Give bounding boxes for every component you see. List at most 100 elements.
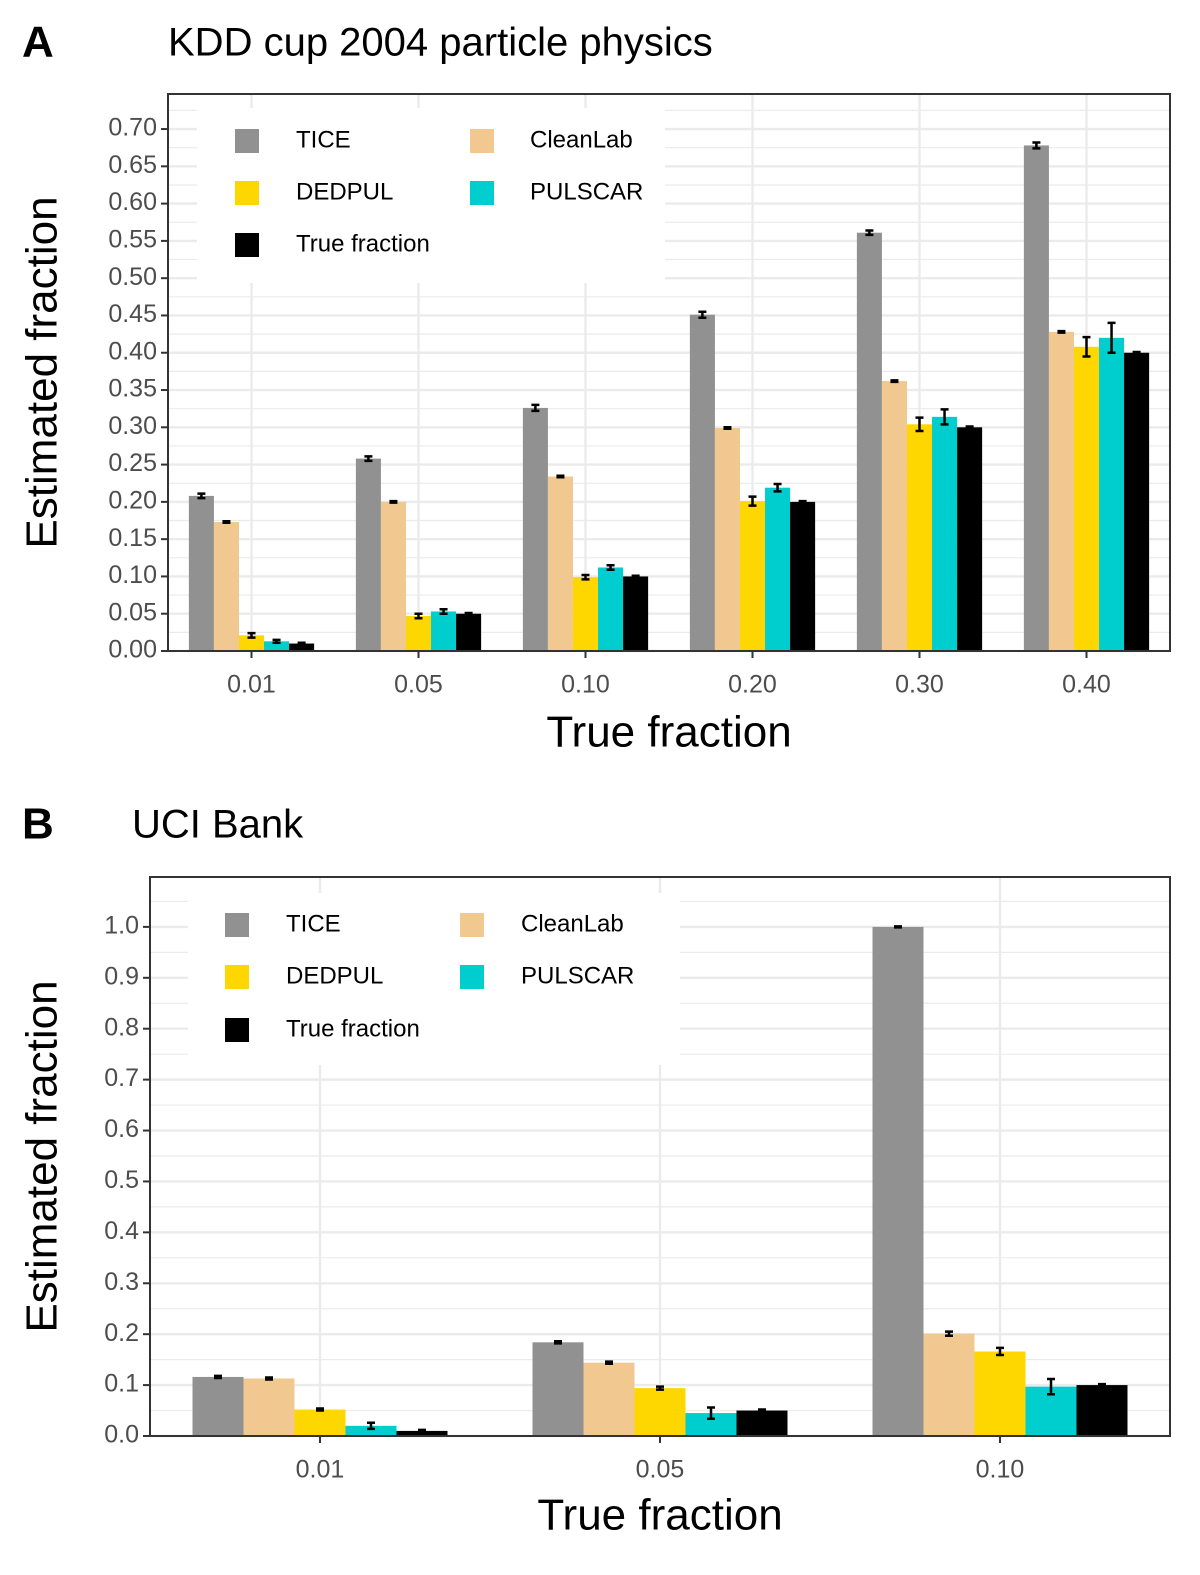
legend-swatch (460, 965, 484, 989)
error-bar (316, 1407, 324, 1412)
error-bar (464, 611, 473, 616)
legend-label: True fraction (296, 230, 430, 257)
y-axis-title: Estimated fraction (18, 196, 67, 548)
error-bar (773, 482, 782, 493)
error-bar (606, 564, 615, 571)
x-axis-title: True fraction (537, 1491, 782, 1540)
y-tick-label: 0.35 (108, 375, 157, 403)
error-bar (297, 641, 306, 646)
y-tick-label: 0.3 (104, 1268, 139, 1296)
x-tick-label: 0.10 (976, 1456, 1025, 1484)
bar (583, 1362, 635, 1436)
bar (1048, 331, 1074, 651)
error-bar (581, 573, 590, 581)
panel-label: B (22, 800, 54, 849)
bar (689, 314, 715, 651)
x-axis-title: True fraction (546, 708, 791, 757)
error-bar (197, 492, 206, 500)
bar (906, 424, 933, 651)
bar (736, 1410, 788, 1436)
x-tick-label: 0.01 (296, 1456, 345, 1484)
x-tick-label: 0.05 (636, 1456, 685, 1484)
bar (1099, 337, 1125, 651)
bar (355, 458, 381, 651)
y-tick-label: 0.05 (108, 598, 157, 626)
error-bar (1047, 1377, 1055, 1396)
bar (739, 501, 766, 651)
legend-background (188, 893, 680, 1065)
legend-label: PULSCAR (530, 178, 643, 205)
legend-label: TICE (286, 910, 341, 937)
y-tick-label: 0.4 (104, 1217, 139, 1245)
y-tick-label: 0.9 (104, 962, 139, 990)
bar (1076, 1385, 1128, 1436)
bar (923, 1333, 975, 1436)
bar (396, 1430, 448, 1436)
error-bar (1057, 329, 1066, 334)
y-tick-label: 0.30 (108, 412, 157, 440)
bar (380, 501, 406, 651)
y-tick-label: 1.0 (104, 912, 139, 940)
legend-label: DEDPUL (296, 178, 393, 205)
bar (405, 615, 432, 651)
bar (188, 495, 214, 651)
bar (1124, 352, 1150, 651)
bar (974, 1351, 1026, 1436)
y-tick-label: 0.00 (108, 636, 157, 664)
y-tick-label: 0.5 (104, 1166, 139, 1194)
bar (243, 1378, 295, 1436)
y-tick-label: 0.8 (104, 1013, 139, 1041)
error-bar (894, 925, 902, 929)
y-tick-label: 0.60 (108, 188, 157, 216)
chart-title: KDD cup 2004 particle physics (168, 21, 713, 65)
error-bar (631, 574, 640, 579)
error-bar (214, 1374, 222, 1380)
legend-swatch (470, 129, 494, 153)
error-bar (1032, 141, 1041, 150)
error-bar (367, 1421, 375, 1431)
legend-swatch (225, 965, 249, 989)
x-tick-label: 0.30 (895, 671, 944, 699)
x-tick-label: 0.01 (227, 671, 276, 699)
error-bar (707, 1406, 715, 1420)
y-tick-label: 0.45 (108, 300, 157, 328)
legend-background (197, 108, 665, 283)
y-tick-label: 0.2 (104, 1319, 139, 1347)
bar (634, 1388, 686, 1436)
bar (872, 926, 924, 1436)
error-bar (554, 1340, 562, 1345)
bar (456, 613, 482, 651)
error-bar (418, 1428, 426, 1434)
y-tick-label: 0.7 (104, 1064, 139, 1092)
legend-swatch (235, 181, 259, 205)
error-bar (531, 403, 540, 413)
bar (294, 1409, 346, 1436)
y-axis-title: Estimated fraction (18, 980, 67, 1332)
y-tick-label: 0.70 (108, 114, 157, 142)
bar (881, 381, 907, 651)
legend-label: CleanLab (521, 910, 624, 937)
y-tick-label: 0.50 (108, 263, 157, 291)
bar (714, 428, 740, 651)
error-bar (940, 408, 949, 426)
legend-swatch (460, 913, 484, 937)
error-bar (798, 499, 807, 504)
x-tick-label: 0.40 (1062, 671, 1111, 699)
bar (790, 501, 816, 651)
error-bar (222, 520, 231, 524)
legend-swatch (225, 1018, 249, 1042)
legend-swatch (235, 129, 259, 153)
error-bar (414, 612, 423, 620)
y-tick-label: 0.25 (108, 449, 157, 477)
bar (289, 643, 315, 651)
y-tick-label: 0.20 (108, 486, 157, 514)
bar (431, 611, 457, 651)
error-bar (265, 1376, 273, 1381)
y-tick-label: 0.15 (108, 524, 157, 552)
error-bar (389, 499, 398, 504)
error-bar (247, 631, 256, 639)
legend-label: DEDPUL (286, 962, 383, 989)
y-tick-label: 0.1 (104, 1370, 139, 1398)
error-bar (1107, 321, 1116, 354)
